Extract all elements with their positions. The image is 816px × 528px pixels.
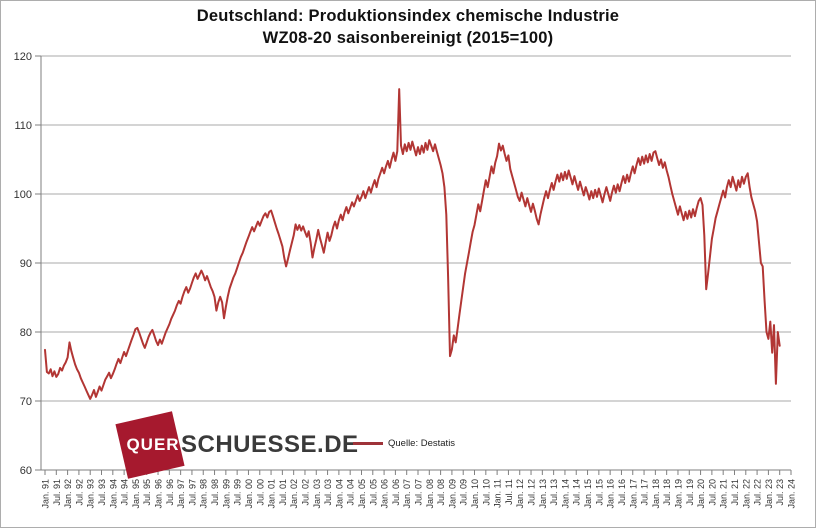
x-tick-label: Jul. 21 [730,479,740,506]
x-tick-label: Jan. 99 [221,479,231,509]
y-tick-label: 90 [20,258,32,270]
x-tick-label: Jan. 97 [176,479,186,509]
x-tick-label: Jan. 92 [63,479,73,509]
x-tick-label: Jan. 05 [357,479,367,509]
x-tick-label: Jul. 17 [640,479,650,506]
legend-line-swatch [353,441,383,445]
x-tick-label: Jul. 08 [436,479,446,506]
x-tick-label: Jan. 98 [199,479,209,509]
x-tick-label: Jul. 91 [52,479,62,506]
legend: Quelle: Destatis [353,436,455,450]
x-tick-label: Jul. 11 [504,479,514,505]
x-tick-label: Jan. 02 [289,479,299,509]
x-tick-label: Jul. 06 [391,479,401,506]
x-tick-label: Jul. 20 [707,479,717,506]
x-tick-label: Jul. 02 [300,479,310,506]
x-tick-label: Jul. 22 [753,479,763,506]
x-tick-label: Jul. 94 [120,479,130,506]
x-tick-label: Jan. 10 [470,479,480,509]
x-tick-label: Jul. 96 [165,479,175,506]
logo-text-quer: QUER [126,435,180,454]
x-tick-label: Jul. 09 [459,479,469,506]
querschuesse-logo: QUER SCHUESSE.DE [115,409,358,487]
x-tick-label: Jul. 15 [594,479,604,506]
chart-title-line1: Deutschland: Produktionsindex chemische … [196,7,620,25]
x-tick-label: Jul. 03 [323,479,333,506]
x-tick-label: Jan. 09 [447,479,457,509]
x-tick-label: Jul. 14 [572,479,582,506]
x-tick-label: Jan. 17 [628,479,638,509]
chart-title-line2: WZ08-20 saisonbereinigt (2015=100) [262,29,554,47]
x-tick-label: Jan. 15 [583,479,593,509]
x-tick-label: Jan. 91 [41,479,51,509]
x-tick-label: Jul. 18 [662,479,672,506]
x-tick-label: Jul. 97 [187,479,197,506]
x-tick-label: Jan. 96 [154,479,164,509]
y-tick-label: 80 [20,327,32,339]
x-tick-label: Jul. 93 [97,479,107,506]
x-tick-label: Jan. 24 [787,479,797,509]
y-tick-label: 110 [14,120,32,132]
x-tick-label: Jan. 20 [696,479,706,509]
y-tick-label: 60 [20,465,32,477]
y-tick-label: 70 [20,396,32,408]
x-tick-label: Jan. 14 [560,479,570,509]
x-tick-label: Jul. 16 [617,479,627,506]
x-tick-label: Jan. 04 [334,479,344,509]
x-tick-label: Jul. 10 [481,479,491,506]
x-tick-label: Jan. 01 [267,479,277,509]
x-tick-label: Jul. 00 [255,479,265,506]
x-tick-label: Jul. 05 [368,479,378,506]
x-tick-label: Jul. 07 [414,479,424,506]
production-index-line [44,88,781,400]
x-tick-label: Jul. 01 [278,479,288,506]
x-tick-label: Jan. 19 [673,479,683,509]
logo-text-schuesse: SCHUESSE.DE [181,431,359,458]
x-tick-label: Jan. 22 [741,479,751,509]
x-tick-label: Jul. 92 [74,479,84,506]
x-tick-label: Jul. 19 [685,479,695,506]
x-tick-label: Jul. 13 [549,479,559,506]
x-tick-label: Jan. 00 [244,479,254,509]
x-tick-label: Jul. 04 [346,479,356,506]
x-tick-label: Jan. 13 [538,479,548,509]
x-tick-label: Jan. 12 [515,479,525,509]
x-tick-label: Jan. 21 [719,479,729,509]
y-tick-label: 120 [14,51,32,63]
x-tick-label: Jul. 99 [233,479,243,506]
x-tick-label: Jan. 95 [131,479,141,509]
legend-label: Quelle: Destatis [388,437,456,449]
x-tick-label: Jan. 06 [380,479,390,509]
y-tick-label: 100 [14,189,32,201]
x-tick-label: Jul. 12 [527,479,537,506]
x-tick-label: Jan. 94 [108,479,118,509]
x-tick-label: Jan. 16 [606,479,616,509]
x-tick-label: Jan. 18 [651,479,661,509]
x-tick-label: Jan. 23 [764,479,774,509]
x-tick-label: Jul. 23 [775,479,785,506]
x-tick-label: Jan. 03 [312,479,322,509]
x-tick-label: Jul. 95 [142,479,152,506]
x-tick-label: Jul. 98 [210,479,220,506]
x-tick-label: Jan. 08 [425,479,435,509]
x-tick-label: Jan. 93 [86,479,96,509]
x-tick-label: Jan. 11 [493,479,503,508]
x-tick-label: Jan. 07 [402,479,412,509]
